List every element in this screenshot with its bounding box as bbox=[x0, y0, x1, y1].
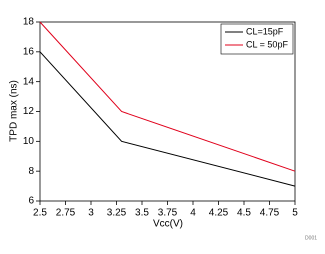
x-axis-label: Vcc(V) bbox=[153, 219, 183, 230]
series-line bbox=[39, 51, 296, 187]
legend-label: CL = 50pF bbox=[246, 39, 288, 49]
y-axis-label: TPD max (ns) bbox=[9, 80, 20, 142]
x-tick-label: 3.5 bbox=[135, 208, 149, 219]
y-tick-label: 6 bbox=[28, 196, 34, 207]
x-tick-label: 2.75 bbox=[56, 208, 76, 219]
x-tick-label: 4 bbox=[190, 208, 196, 219]
x-tick-label: 4.5 bbox=[237, 208, 251, 219]
x-tick-label: 2.5 bbox=[33, 208, 47, 219]
y-tick-label: 14 bbox=[23, 76, 35, 87]
series-line bbox=[39, 21, 296, 172]
y-tick-label: 12 bbox=[23, 106, 35, 117]
y-tick-label: 8 bbox=[28, 166, 34, 177]
x-tick-label: 4.75 bbox=[260, 208, 280, 219]
x-tick-label: 3 bbox=[88, 208, 94, 219]
y-tick-label: 16 bbox=[23, 46, 35, 57]
x-tick-label: 3.75 bbox=[158, 208, 178, 219]
legend-box bbox=[220, 23, 294, 55]
x-tick-label: 4.25 bbox=[209, 208, 229, 219]
footnote: D001 bbox=[305, 235, 317, 241]
y-tick-label: 10 bbox=[23, 136, 35, 147]
x-tick-label: 5 bbox=[292, 208, 298, 219]
legend-label: CL=15pF bbox=[246, 26, 284, 36]
y-tick-label: 18 bbox=[23, 17, 35, 28]
x-tick-label: 3.25 bbox=[107, 208, 127, 219]
